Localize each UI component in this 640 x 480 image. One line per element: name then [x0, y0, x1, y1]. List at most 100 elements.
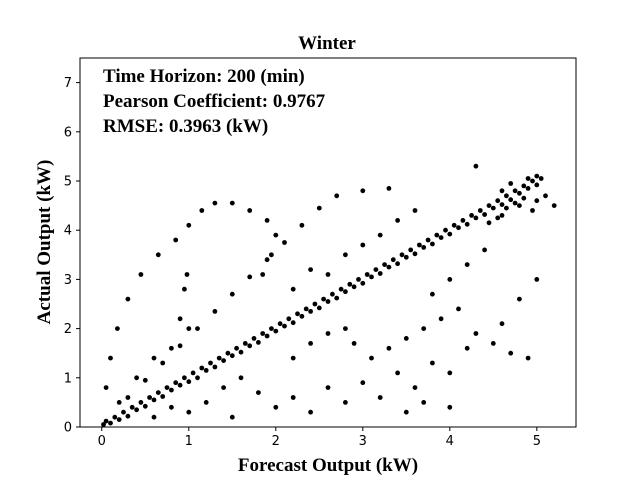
- data-point: [421, 245, 427, 250]
- data-point: [151, 397, 157, 403]
- data-point: [421, 400, 427, 405]
- data-point: [142, 403, 148, 409]
- y-tick-label: 3: [64, 273, 72, 288]
- data-point: [186, 222, 192, 228]
- data-point: [360, 280, 366, 286]
- data-point: [490, 205, 496, 211]
- data-point: [308, 267, 313, 272]
- data-point: [151, 414, 157, 420]
- data-point: [142, 377, 148, 383]
- data-point: [495, 215, 501, 221]
- data-point: [434, 232, 440, 238]
- data-point: [447, 404, 453, 410]
- data-point: [273, 328, 279, 334]
- data-point: [182, 375, 187, 381]
- data-point: [534, 173, 540, 179]
- data-point: [108, 355, 113, 361]
- data-point: [116, 400, 122, 405]
- y-tick-label: 2: [64, 322, 72, 337]
- data-point: [103, 385, 109, 390]
- data-point: [403, 254, 409, 260]
- data-point: [325, 385, 331, 390]
- data-point: [538, 176, 544, 181]
- data-point: [534, 182, 540, 188]
- data-point: [482, 247, 487, 253]
- data-point: [473, 163, 479, 169]
- data-point: [177, 316, 183, 322]
- data-point: [125, 296, 131, 302]
- data-point: [364, 272, 370, 277]
- y-tick-label: 6: [64, 125, 72, 140]
- data-point: [395, 218, 400, 223]
- data-point: [377, 232, 383, 238]
- data-point: [408, 247, 414, 253]
- data-point: [125, 413, 131, 419]
- data-point: [112, 414, 118, 420]
- data-point: [521, 183, 527, 189]
- chart-title: Winter: [298, 33, 356, 54]
- data-point: [138, 272, 144, 277]
- data-point: [121, 409, 126, 415]
- data-point: [269, 252, 274, 258]
- data-point: [273, 232, 279, 238]
- y-tick-label: 7: [64, 76, 72, 91]
- data-point: [303, 306, 309, 312]
- data-point: [203, 400, 209, 405]
- data-point: [486, 220, 492, 226]
- data-point: [116, 417, 122, 422]
- data-point: [456, 306, 461, 312]
- data-point: [173, 380, 179, 386]
- data-point: [182, 286, 187, 292]
- data-point: [282, 323, 287, 329]
- data-point: [229, 291, 235, 297]
- data-point: [286, 316, 292, 322]
- data-point: [260, 331, 266, 336]
- data-point: [390, 257, 396, 263]
- data-point: [186, 409, 192, 415]
- annotation-pearson: Pearson Coefficient: 0.9767: [103, 91, 326, 112]
- data-point: [238, 375, 244, 381]
- y-tick-label: 1: [64, 371, 72, 386]
- data-point: [177, 382, 183, 388]
- data-point: [277, 321, 283, 327]
- data-point: [199, 208, 205, 213]
- data-point: [499, 321, 505, 327]
- data-point: [325, 272, 331, 277]
- data-point: [343, 252, 348, 258]
- data-point: [221, 358, 227, 363]
- data-point: [521, 195, 527, 201]
- data-point: [525, 355, 531, 361]
- data-point: [417, 242, 422, 248]
- data-point: [464, 262, 470, 267]
- data-point: [256, 390, 261, 395]
- x-tick-label: 3: [359, 434, 367, 449]
- data-point: [216, 355, 222, 361]
- data-point: [316, 305, 322, 311]
- data-point: [473, 215, 479, 221]
- data-point: [499, 202, 505, 208]
- data-point: [269, 326, 274, 331]
- data-point: [525, 186, 531, 191]
- data-point: [290, 320, 296, 326]
- y-axis-label: Actual Output (kW): [34, 160, 55, 325]
- annotation-rmse: RMSE: 0.3963 (kW): [103, 116, 268, 137]
- data-point: [382, 262, 387, 267]
- data-point: [169, 404, 174, 410]
- data-point: [495, 198, 501, 204]
- data-point: [299, 222, 305, 228]
- data-point: [386, 264, 392, 270]
- data-point: [260, 272, 266, 277]
- plot-frame: [79, 57, 577, 428]
- data-point: [334, 193, 340, 199]
- x-tick-label: 1: [185, 434, 193, 449]
- data-point: [164, 385, 170, 390]
- data-point: [369, 355, 374, 361]
- data-point: [251, 336, 257, 341]
- data-point: [325, 331, 331, 336]
- data-point: [247, 274, 253, 280]
- data-point: [212, 309, 218, 314]
- data-point: [125, 395, 131, 400]
- data-point: [203, 368, 209, 373]
- data-point: [299, 313, 305, 319]
